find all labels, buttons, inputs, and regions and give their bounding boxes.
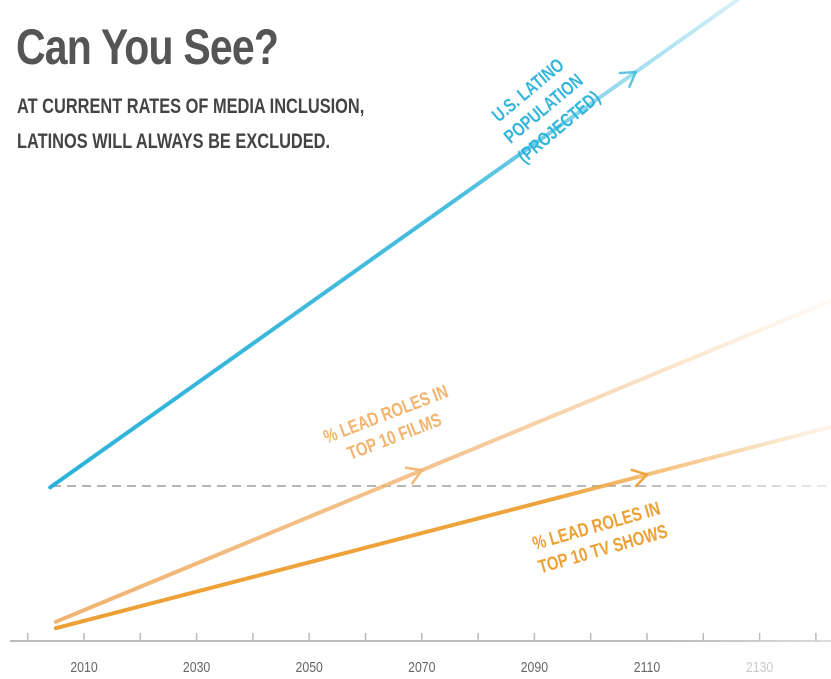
chart-title: Can You See? xyxy=(16,19,279,75)
x-tick-label-2050: 2050 xyxy=(296,659,324,675)
series-line-tv xyxy=(53,424,831,631)
x-tick-label-2010: 2010 xyxy=(70,659,98,675)
x-axis-ticks xyxy=(26,633,817,641)
x-tick-label-2070: 2070 xyxy=(408,659,436,675)
x-tick-label-2110: 2110 xyxy=(634,659,661,675)
series-arrow-films xyxy=(404,466,424,485)
series-arrow-tv xyxy=(630,468,649,488)
series-line-population xyxy=(48,0,741,490)
x-axis-tick-labels: 2010 2030 2050 2070 2090 2110 2130 xyxy=(70,659,773,675)
series-arrow-population xyxy=(618,70,637,88)
x-tick-label-2130: 2130 xyxy=(746,659,774,675)
series-line-films xyxy=(53,298,831,624)
x-tick-label-2090: 2090 xyxy=(521,659,549,675)
chart-subtitle-line-1: AT CURRENT RATES OF MEDIA INCLUSION, xyxy=(17,95,365,118)
x-tick-label-2030: 2030 xyxy=(183,659,211,675)
series-lines xyxy=(48,0,831,631)
chart-subtitle-line-2: LATINOS WILL ALWAYS BE EXCLUDED. xyxy=(17,130,331,153)
